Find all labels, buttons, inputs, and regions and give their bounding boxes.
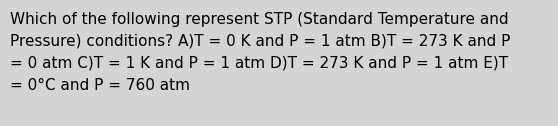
Text: = 0°C and P = 760 atm: = 0°C and P = 760 atm [10,78,190,93]
Text: Pressure) conditions? A)T = 0 K and P = 1 atm B)T = 273 K and P: Pressure) conditions? A)T = 0 K and P = … [10,34,511,49]
Text: Which of the following represent STP (Standard Temperature and: Which of the following represent STP (St… [10,12,509,27]
Text: = 0 atm C)T = 1 K and P = 1 atm D)T = 273 K and P = 1 atm E)T: = 0 atm C)T = 1 K and P = 1 atm D)T = 27… [10,56,508,71]
